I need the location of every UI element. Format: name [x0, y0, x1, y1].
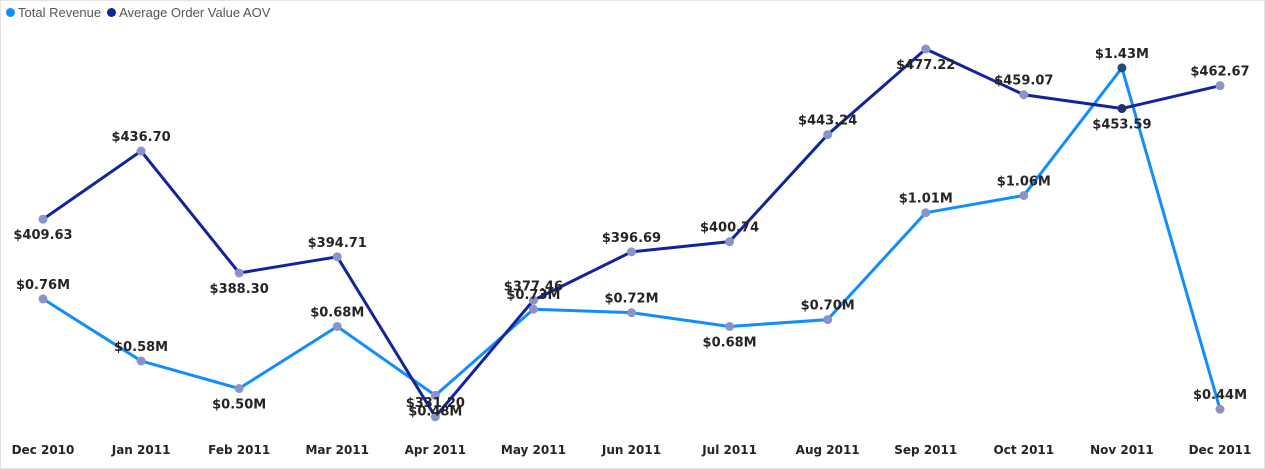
- data-point-total-revenue[interactable]: [823, 315, 833, 325]
- data-point-aov[interactable]: [921, 44, 931, 54]
- x-tick-label: May 2011: [501, 443, 566, 457]
- legend-swatch-aov: [107, 8, 117, 17]
- legend-swatch-total-revenue: [6, 8, 15, 17]
- data-label-aov: $409.63: [13, 228, 72, 243]
- legend-item-total-revenue[interactable]: Total Revenue: [6, 5, 101, 20]
- data-label-aov: $477.22: [896, 58, 955, 73]
- legend-label-total-revenue: Total Revenue: [18, 5, 102, 20]
- data-point-aov[interactable]: [332, 252, 342, 262]
- data-label-total-revenue: $0.68M: [310, 305, 364, 320]
- data-point-aov[interactable]: [725, 237, 735, 247]
- data-point-total-revenue[interactable]: [921, 208, 931, 218]
- data-point-aov[interactable]: [38, 214, 48, 224]
- data-label-aov: $396.69: [602, 231, 661, 246]
- data-point-aov[interactable]: [136, 146, 146, 156]
- x-tick-label: Sep 2011: [894, 443, 957, 457]
- data-label-aov: $331.20: [406, 396, 465, 411]
- data-point-total-revenue[interactable]: [38, 294, 48, 304]
- x-tick-label: Aug 2011: [796, 443, 860, 457]
- data-point-total-revenue[interactable]: [627, 308, 636, 318]
- data-point-total-revenue[interactable]: [1117, 63, 1127, 73]
- data-point-aov[interactable]: [627, 247, 636, 257]
- data-point-total-revenue[interactable]: [234, 384, 244, 394]
- data-label-total-revenue: $1.06M: [997, 174, 1051, 189]
- data-point-total-revenue[interactable]: [1215, 404, 1225, 414]
- legend-label-aov: Average Order Value AOV: [119, 5, 271, 20]
- x-tick-label: Dec 2011: [1189, 443, 1252, 457]
- data-label-total-revenue: $0.73M: [506, 288, 560, 303]
- data-label-total-revenue: $1.43M: [1095, 47, 1149, 62]
- data-label-total-revenue: $0.48M: [408, 404, 462, 419]
- data-point-total-revenue[interactable]: [725, 321, 735, 331]
- data-point-aov[interactable]: [823, 130, 833, 140]
- data-point-total-revenue[interactable]: [332, 321, 342, 331]
- x-tick-label: Mar 2011: [305, 443, 369, 457]
- data-label-aov: $459.07: [994, 74, 1053, 89]
- data-label-aov: $462.67: [1190, 65, 1249, 80]
- data-label-total-revenue: $0.50M: [212, 398, 266, 413]
- data-point-total-revenue[interactable]: [1019, 190, 1029, 200]
- data-label-aov: $443.24: [798, 114, 857, 129]
- legend-item-aov[interactable]: Average Order Value AOV: [107, 5, 270, 20]
- data-label-aov: $436.70: [111, 130, 170, 145]
- data-label-total-revenue: $0.70M: [801, 299, 855, 314]
- x-tick-label: Feb 2011: [208, 443, 270, 457]
- data-label-total-revenue: $0.68M: [703, 335, 757, 350]
- x-tick-label: Oct 2011: [994, 443, 1055, 457]
- data-label-aov: $377.46: [504, 279, 563, 294]
- x-tick-label: Dec 2010: [12, 443, 75, 457]
- data-label-aov: $400.74: [700, 221, 759, 236]
- data-label-total-revenue: $0.44M: [1193, 388, 1247, 403]
- data-point-aov[interactable]: [1019, 90, 1029, 100]
- data-point-aov[interactable]: [528, 295, 538, 305]
- data-point-total-revenue[interactable]: [136, 356, 146, 366]
- data-point-aov[interactable]: [234, 268, 244, 278]
- data-point-aov[interactable]: [1215, 81, 1225, 91]
- data-label-total-revenue: $0.58M: [114, 340, 168, 355]
- legend: Total Revenue Average Order Value AOV: [6, 5, 276, 20]
- data-label-aov: $388.30: [210, 282, 269, 297]
- data-label-total-revenue: $0.76M: [16, 278, 70, 293]
- data-label-total-revenue: $0.72M: [604, 292, 658, 307]
- data-label-aov: $453.59: [1092, 118, 1151, 133]
- data-point-aov[interactable]: [430, 412, 440, 422]
- data-point-total-revenue[interactable]: [430, 390, 440, 400]
- data-label-aov: $394.71: [308, 236, 367, 251]
- x-tick-label: Jan 2011: [111, 443, 171, 457]
- data-point-aov[interactable]: [1117, 104, 1127, 114]
- data-point-total-revenue[interactable]: [528, 304, 538, 314]
- x-tick-label: Nov 2011: [1090, 443, 1154, 457]
- x-tick-label: Jun 2011: [601, 443, 661, 457]
- x-tick-label: Apr 2011: [405, 443, 466, 457]
- x-tick-label: Jul 2011: [701, 443, 757, 457]
- data-label-total-revenue: $1.01M: [899, 192, 953, 207]
